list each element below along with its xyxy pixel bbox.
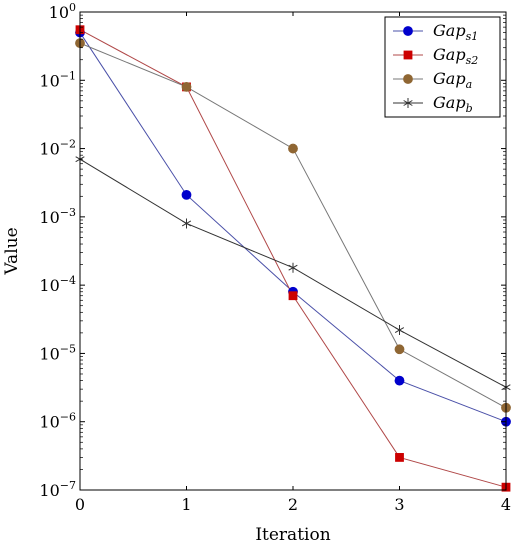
data-point-b <box>394 325 405 336</box>
y-tick-base: 10 <box>39 71 59 90</box>
y-tick-label: 100 <box>49 1 76 22</box>
y-tick-label: 10−7 <box>39 479 76 500</box>
legend-label-base: Gap <box>433 69 466 88</box>
x-tick-label: 1 <box>181 495 191 514</box>
legend-label-subscript: s1 <box>466 30 479 43</box>
y-tick-base: 10 <box>39 140 59 159</box>
legend-swatch-marker <box>403 50 413 60</box>
data-point-s2 <box>288 291 298 301</box>
legend-label-base: Gap <box>433 45 466 64</box>
legend-label: Gapb <box>433 93 473 115</box>
legend-label-base: Gap <box>433 93 466 112</box>
y-tick-label: 10−6 <box>39 411 76 432</box>
y-tick-label: 10−2 <box>39 138 76 159</box>
legend-label-subscript: b <box>466 102 473 115</box>
y-tick-base: 10 <box>39 208 59 227</box>
y-tick-exponent: −6 <box>60 411 76 424</box>
data-point-b <box>181 218 192 229</box>
y-tick-exponent: −3 <box>60 206 76 219</box>
y-tick-label: 10−1 <box>39 69 76 90</box>
data-point-s1 <box>181 189 192 200</box>
y-tick-label: 10−4 <box>39 274 76 295</box>
legend-entry: Gapb <box>393 93 473 115</box>
y-tick-exponent: −4 <box>60 274 76 287</box>
legend-entry: Gapa <box>393 69 472 91</box>
y-tick-base: 10 <box>49 3 69 22</box>
y-tick-base: 10 <box>39 481 59 500</box>
y-axis-title: Value <box>2 227 22 275</box>
legend-swatch-marker <box>403 74 413 84</box>
x-tick-label: 2 <box>288 495 298 514</box>
data-point-a <box>394 344 405 355</box>
y-tick-exponent: 0 <box>69 1 76 14</box>
x-tick-label: 3 <box>394 495 404 514</box>
data-point-s1 <box>394 375 405 386</box>
legend-label: Gaps2 <box>433 45 478 67</box>
x-axis-title: Iteration <box>255 525 330 545</box>
y-tick-label: 10−5 <box>39 342 76 363</box>
legend-label: Gapa <box>433 69 472 91</box>
legend-label: Gaps1 <box>433 21 478 43</box>
series-markers <box>75 25 511 492</box>
legend-entry: Gaps2 <box>393 45 478 67</box>
data-point-b <box>288 262 298 273</box>
data-point-a <box>288 143 298 154</box>
y-tick-exponent: −7 <box>60 479 76 492</box>
series-line-b <box>79 158 507 388</box>
y-tick-base: 10 <box>39 413 59 432</box>
y-tick-base: 10 <box>39 344 59 363</box>
y-tick-label: 10−3 <box>39 206 76 227</box>
x-tick-label: 4 <box>501 495 511 514</box>
y-tick-exponent: −5 <box>60 342 76 355</box>
x-tick-label: 0 <box>75 495 85 514</box>
legend-label-base: Gap <box>433 21 466 40</box>
y-tick-exponent: −1 <box>60 69 76 82</box>
legend-swatch-marker <box>403 98 413 108</box>
legend-entry: Gaps1 <box>393 21 478 43</box>
y-tick-base: 10 <box>39 276 59 295</box>
y-tick-exponent: −2 <box>60 138 76 151</box>
data-point-a <box>181 82 192 92</box>
legend-label-subscript: s2 <box>466 54 479 67</box>
data-point-s2 <box>395 453 404 462</box>
legend-swatch-marker <box>403 26 413 36</box>
legend-label-subscript: a <box>466 78 473 91</box>
